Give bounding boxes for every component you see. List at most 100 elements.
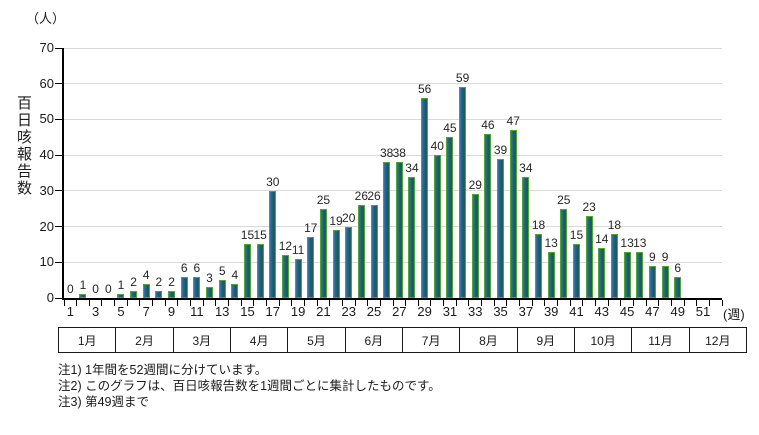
x-axis-tick: [544, 300, 546, 306]
bar-value-label: 13: [620, 236, 634, 250]
y-axis-tick-label: 0: [46, 290, 54, 305]
bar-week-21: [319, 209, 327, 298]
plot-area: 0 10 20 30 40 50 60 70 0 1 0 0 1 2 4 2 2 6 6 3 5 4 15 15 30 12 11 1…: [40, 40, 723, 319]
bar-value-label: 6: [193, 261, 201, 275]
x-axis-tick-label: 25: [366, 304, 382, 319]
gridline: [64, 118, 722, 120]
bar-week-17: [269, 191, 277, 298]
bar-week-41: [572, 244, 580, 298]
month-axis-table: 1月 2月 3月 4月 5月 6月 7月 8月 9月 10月 11月 12月: [58, 327, 747, 353]
bar-value-label: 15: [240, 228, 255, 242]
y-axis-unit-label: （人）: [26, 11, 66, 26]
x-axis-tick-label: 13: [214, 304, 230, 319]
x-axis-tick-label: 9: [167, 304, 176, 319]
bar-value-label: 15: [569, 228, 584, 242]
x-axis-tick: [443, 300, 445, 306]
bar-week-33: [471, 194, 479, 298]
x-axis-tick-label: 21: [316, 304, 331, 319]
bar-value-label: 20: [342, 211, 356, 225]
gridline: [64, 190, 722, 192]
x-axis-tick: [379, 300, 381, 306]
x-axis-tick: [582, 300, 584, 306]
bar-week-11: [193, 277, 201, 298]
x-axis-tick: [215, 300, 217, 306]
month-cell: 2月: [115, 328, 172, 352]
y-axis-tick-label: 30: [39, 182, 54, 198]
bar-value-label: 0: [92, 282, 99, 296]
bar-week-48: [661, 266, 669, 298]
bar-week-14: [231, 284, 239, 298]
x-axis-tick-label: 43: [594, 304, 610, 319]
y-axis-tick-label: 50: [39, 111, 54, 127]
x-axis-tick: [139, 300, 141, 306]
bar-value-label: 14: [595, 232, 609, 246]
y-axis-tick-label: 20: [39, 218, 54, 234]
x-axis-tick: [468, 300, 470, 306]
bar-week-2: [79, 294, 87, 298]
bar-week-40: [560, 209, 568, 298]
x-axis-tick: [240, 300, 242, 306]
x-axis-tick: [291, 300, 293, 306]
x-axis-tick: [708, 300, 710, 306]
month-cell: 1月: [77, 333, 97, 348]
bar-value-label: 23: [582, 200, 596, 214]
bar-value-label: 46: [481, 118, 495, 132]
month-cell: 5月: [287, 328, 344, 352]
bar-value-label: 45: [443, 121, 457, 135]
bar-week-31: [446, 137, 454, 298]
x-axis-tick-label: 49: [670, 304, 685, 319]
month-cell: 11月: [631, 328, 688, 352]
bar-week-15: [243, 244, 251, 298]
x-axis-tick: [303, 300, 305, 306]
gridline: [64, 154, 722, 156]
bar-value-label: 15: [253, 228, 267, 242]
y-axis-tick-label: 60: [39, 75, 54, 91]
x-axis-tick: [683, 300, 685, 306]
bar-value-label: 4: [231, 268, 239, 282]
month-cell: 10月: [573, 328, 631, 352]
x-axis-tick: [316, 300, 318, 306]
x-axis-tick-label: 15: [240, 304, 255, 319]
bar-value-label: 0: [66, 282, 74, 296]
bar-value-label: 26: [354, 189, 369, 203]
x-axis-tick-label: 39: [543, 304, 559, 319]
month-cell: 12月: [688, 328, 746, 352]
x-axis-tick: [493, 300, 495, 306]
bar-week-49: [674, 277, 682, 298]
footnote-3: 注3) 第49週まで: [58, 395, 149, 409]
x-axis-tick: [531, 300, 533, 306]
x-axis-tick: [101, 300, 103, 306]
bar-week-42: [585, 216, 593, 298]
x-axis-tick-label: 27: [392, 304, 407, 319]
bar-value-label: 29: [468, 178, 482, 192]
y-axis-tick: [55, 226, 62, 228]
bar-week-20: [307, 237, 315, 298]
bar-week-25: [370, 205, 378, 298]
bar-value-label: 6: [674, 261, 682, 275]
bar-week-18: [281, 255, 289, 298]
bar-week-9: [168, 291, 176, 298]
x-axis-tick: [632, 300, 634, 306]
bar-value-label: 4: [142, 268, 150, 282]
bar-value-label: 40: [430, 139, 444, 153]
y-axis-tick-label: 40: [39, 147, 54, 163]
bar-week-24: [357, 205, 365, 298]
x-axis-tick-label: 31: [442, 304, 458, 319]
y-axis-title: 百日咳報告数: [15, 95, 32, 197]
bar-week-47: [648, 266, 656, 298]
x-axis-tick: [114, 300, 116, 306]
x-axis-tick-label: 1: [66, 304, 74, 319]
y-axis-tick-label: 10: [39, 254, 54, 270]
bar-value-label: 13: [544, 236, 558, 250]
bar-week-8: [155, 291, 163, 298]
x-axis-tick-label: 33: [468, 304, 483, 319]
bar-value-label: 13: [633, 236, 647, 250]
bar-week-35: [497, 159, 505, 298]
bar-week-23: [345, 227, 353, 298]
bar-week-10: [180, 277, 188, 298]
bar-value-label: 30: [266, 175, 280, 189]
month-cell: 8月: [459, 328, 516, 352]
bar-value-label: 1: [117, 278, 125, 292]
gridline: [64, 83, 722, 85]
bar-value-label: 2: [130, 275, 137, 289]
